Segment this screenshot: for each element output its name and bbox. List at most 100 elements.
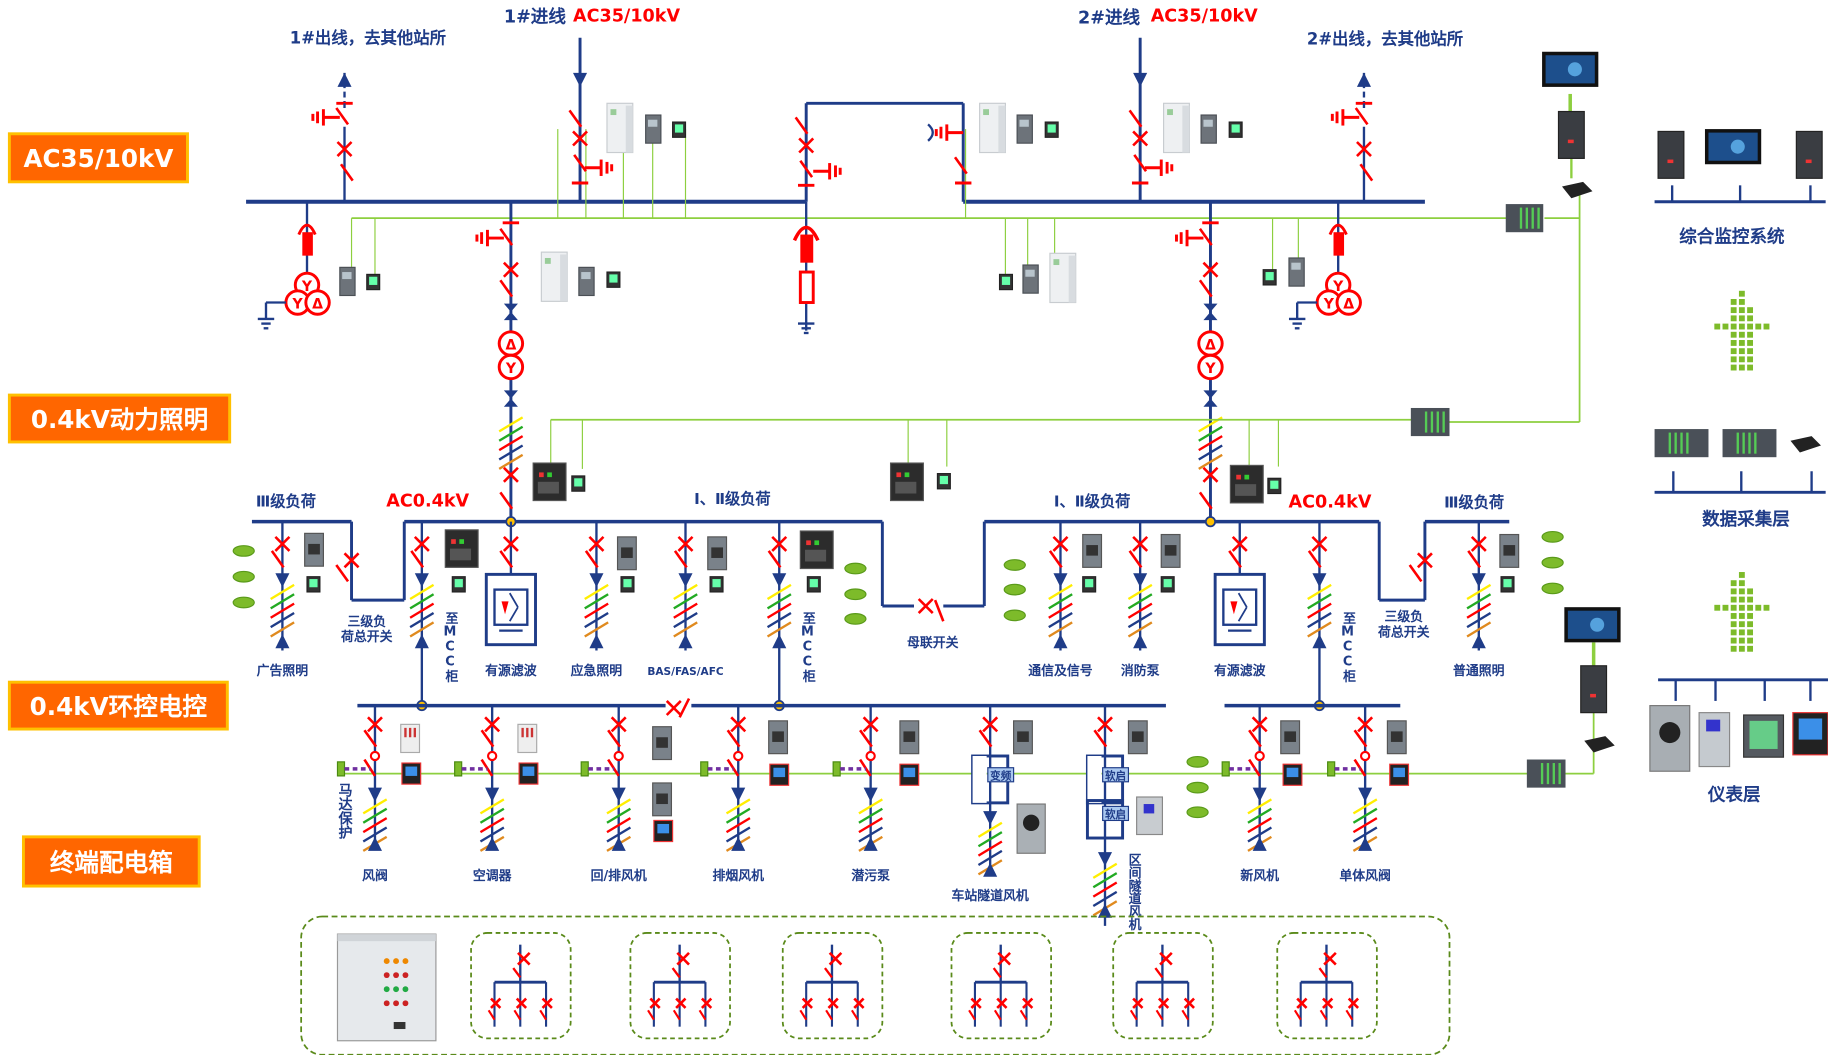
incoming-line-2-title: 2#进线 (1078, 8, 1140, 29)
indicator-light-icon (1003, 583, 1026, 596)
vfd-label: 变频 (990, 769, 1012, 782)
power-meter-icon (1500, 576, 1515, 593)
main-transformer-feeder-2: ΔY (1175, 201, 1224, 522)
indicator-light-icon (1541, 531, 1564, 543)
lv-branch (1213, 521, 1266, 647)
terminal-box (629, 932, 731, 1040)
molded-case-breaker-icon (652, 782, 673, 817)
lv-load-label: 应急照明 (571, 663, 623, 679)
terminal-box (1276, 932, 1378, 1040)
network-switch-icon (1584, 736, 1615, 753)
mcc-branch (832, 705, 883, 852)
data-layer (1654, 471, 1826, 494)
molded-case-breaker-icon (768, 720, 789, 755)
svg-text:0.4kV动力照明: 0.4kV动力照明 (31, 405, 208, 434)
molded-case-breaker-icon (1013, 720, 1033, 755)
mcc-branch (700, 705, 751, 852)
lv-branch (766, 521, 792, 706)
power-meter-icon (306, 576, 321, 593)
indicator-light-icon (1003, 609, 1026, 622)
motor-protector-icon (769, 763, 790, 786)
svg-text:Y: Y (505, 361, 517, 377)
svg-text:Y: Y (292, 296, 304, 312)
mcc-load-label: 潜污泵 (851, 868, 890, 884)
protection-relay-icon (1288, 257, 1305, 287)
svg-text:Δ: Δ (1205, 337, 1216, 353)
svg-text:0.4kV环控电控: 0.4kV环控电控 (30, 692, 208, 721)
up-arrow-icon (1714, 290, 1770, 371)
incoming-line-1-title: 1#进线 (504, 6, 566, 27)
soft-starter-icon (1698, 712, 1731, 768)
vfd-drive-icon (1016, 803, 1046, 854)
bus-coupler-label: 母联开关 (907, 635, 959, 651)
svg-text:Δ: Δ (312, 296, 323, 312)
power-meter-icon (620, 576, 635, 593)
lv-load-label: 消防泵 (1121, 663, 1160, 679)
hv-bus (246, 101, 1425, 204)
up-arrow-icon (1714, 572, 1770, 652)
svg-text:Y: Y (1204, 361, 1216, 377)
lv-load-label: 至MCC柜 (442, 612, 458, 683)
power-meter-icon (1082, 576, 1097, 593)
outgoing-feeder-1 (311, 72, 354, 202)
monitor-icon (1564, 607, 1621, 643)
outgoing-line-2-title: 2#出线，去其他站所 (1307, 30, 1464, 49)
motor-protector-icon (1389, 763, 1410, 786)
indicator-light-icon (1186, 806, 1209, 819)
level3-switch-label: 荷总开关 (340, 629, 393, 645)
switchgear-cabinet-icon (1163, 102, 1190, 154)
lv-load-label: 普通照明 (1453, 663, 1505, 679)
level3-switch-label: 三级负 (1384, 609, 1423, 625)
computer-tower-icon (1657, 130, 1685, 179)
svg-text:终端配电箱: 终端配电箱 (50, 848, 173, 877)
molded-case-breaker-icon (304, 532, 325, 567)
mcc-bus-coupler (665, 698, 691, 718)
lv-branch (673, 521, 698, 651)
power-meter-icon (606, 271, 621, 288)
outgoing-feeder-2 (1330, 72, 1374, 202)
mcc-branch (454, 705, 505, 852)
terminal-box-group (300, 915, 1451, 1055)
soft-start-label: 软启 (1105, 769, 1126, 782)
molded-case-breaker-icon (1127, 720, 1148, 755)
meter-layer (1649, 678, 1828, 772)
indicator-light-icon (1541, 556, 1564, 569)
mcc-load-label: 空调器 (473, 868, 513, 884)
miniature-breaker-icon (400, 723, 421, 754)
svg-text:Y: Y (1323, 296, 1335, 312)
terminal-box (781, 932, 884, 1040)
distribution-cabinet-icon (336, 933, 437, 1042)
bus-tie-hv (794, 116, 972, 187)
motor-protector-icon (401, 762, 422, 785)
plc-collector-icon (1654, 429, 1709, 458)
incoming-line-2-voltage: AC35/10kV (1151, 6, 1258, 26)
air-circuit-breaker-icon (444, 529, 479, 568)
section-label-1: 0.4kV动力照明 (7, 393, 232, 444)
right-lv-voltage: AC0.4kV (1289, 493, 1372, 513)
molded-case-breaker-icon (899, 720, 920, 755)
bus-junction (1204, 516, 1217, 528)
lv-load-label: 至MCC柜 (800, 612, 816, 683)
terminal-box (950, 932, 1052, 1040)
lv-branch (1127, 521, 1153, 651)
indicator-light-icon (1186, 781, 1209, 794)
power-meter-icon (998, 273, 1014, 291)
section-label-0: AC35/10kV (7, 132, 189, 184)
lv-load-label: 有源滤波 (485, 663, 537, 679)
molded-case-breaker-icon (707, 536, 728, 571)
level3-switch-left (335, 552, 360, 583)
comm-line-hv (350, 129, 1580, 282)
mcc-branch (336, 705, 388, 852)
level3-switch-label: 荷总开关 (1377, 624, 1430, 640)
soft-start-label: 软启 (1105, 808, 1126, 821)
lv-branch (484, 521, 537, 647)
svg-text:Y: Y (1332, 279, 1344, 295)
contactor-control-icon (1221, 761, 1230, 777)
motor-protection-label: 马达保护 (337, 783, 354, 841)
indicator-light-icon (844, 613, 867, 625)
power-meter-icon (1228, 121, 1243, 138)
level3-switch-label: 三级负 (347, 614, 386, 630)
lv-branch (584, 521, 609, 651)
lv-load-label: BAS/FAS/AFC (647, 666, 724, 678)
power-meter-icon (1044, 121, 1059, 138)
